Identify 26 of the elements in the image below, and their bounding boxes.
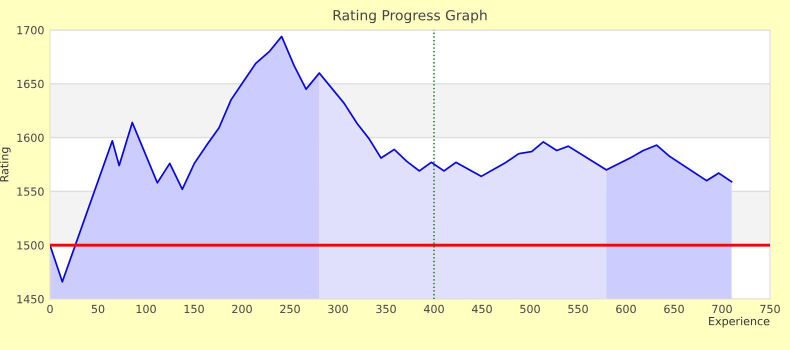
y-tick-label: 1500 [17,241,44,250]
chart-title: Rating Progress Graph [334,10,487,24]
y-tick-label: 1650 [17,80,44,88]
y-axis-title: Rating [0,148,11,182]
x-tick-label: 300 [328,304,348,314]
x-tick-label: 150 [184,304,204,314]
y-tick-label: 1600 [17,134,44,142]
x-tick-label: 450 [472,304,492,314]
x-tick-label: 400 [424,304,444,314]
x-axis-title: Experience [709,316,770,328]
x-tick-label: 100 [136,304,156,314]
x-tick-label: 600 [616,304,636,314]
x-tick-label: 500 [520,304,540,314]
x-tick-label: 50 [92,304,104,314]
x-tick-label: 250 [280,304,300,314]
x-tick-label: 0 [47,304,53,314]
x-tick-label: 650 [664,304,684,314]
y-tick-label: 1700 [17,26,44,34]
x-tick-label: 200 [232,304,252,314]
x-tick-label: 550 [568,304,588,314]
x-tick-label: 750 [760,304,780,314]
line-series [50,36,732,283]
x-tick-label: 350 [376,304,396,314]
y-tick-label: 1450 [17,294,44,304]
y-tick-label: 1550 [17,187,44,196]
x-tick-label: 700 [712,304,732,314]
